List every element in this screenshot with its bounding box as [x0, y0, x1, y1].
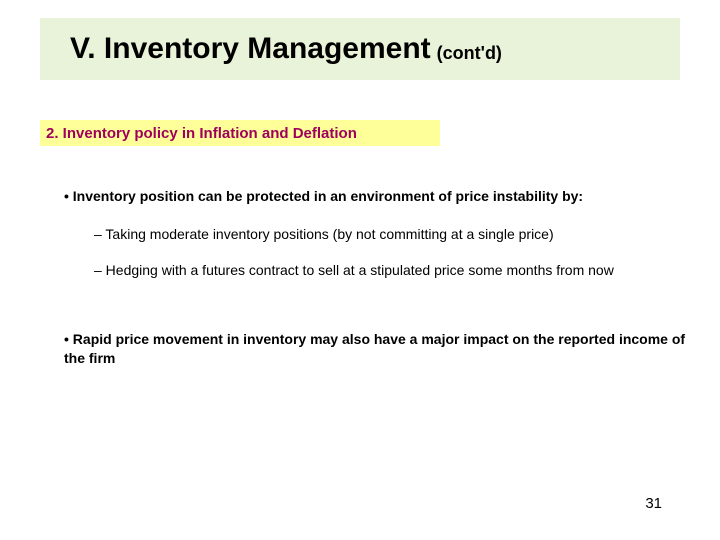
title-bar: V. Inventory Management (cont'd): [40, 18, 680, 80]
bullet-level-2: – Hedging with a futures contract to sel…: [94, 262, 690, 278]
page-number: 31: [645, 495, 662, 512]
content-area: • Inventory position can be protected in…: [64, 188, 690, 368]
subtitle-bar: 2. Inventory policy in Inflation and Def…: [40, 120, 440, 146]
subtitle-text: 2. Inventory policy in Inflation and Def…: [46, 125, 357, 142]
title-sub: (cont'd): [437, 43, 502, 64]
bullet-level-1: • Inventory position can be protected in…: [64, 188, 690, 204]
bullet-level-1: • Rapid price movement in inventory may …: [64, 330, 690, 368]
bullet-level-2: – Taking moderate inventory positions (b…: [94, 226, 690, 242]
title-main: V. Inventory Management: [70, 32, 431, 66]
